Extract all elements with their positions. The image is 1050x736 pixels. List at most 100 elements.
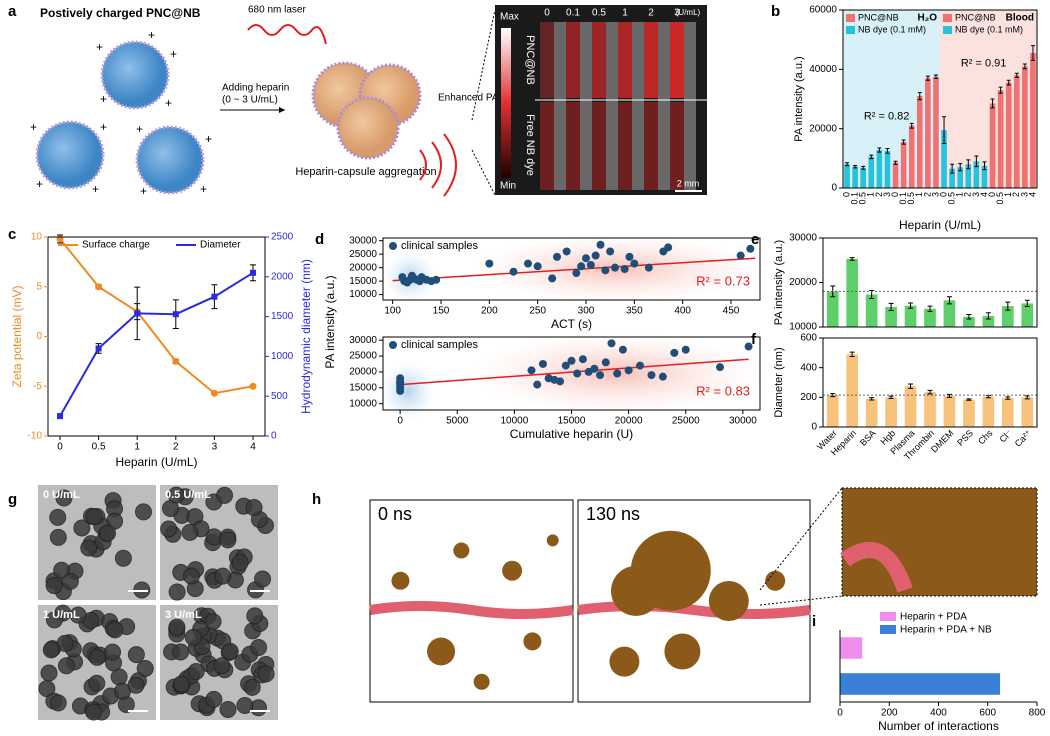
bar bbox=[1013, 75, 1020, 188]
point bbox=[527, 366, 536, 375]
zoom-line bbox=[759, 595, 843, 606]
particle bbox=[257, 665, 275, 683]
x-tick-label: 0.5 bbox=[995, 192, 1005, 205]
x-tick-label: Chs bbox=[976, 428, 995, 447]
error-bar bbox=[849, 351, 855, 358]
legend-swatch bbox=[943, 26, 952, 34]
panel-label: g bbox=[8, 491, 17, 508]
step-range: (0 ~ 3 U/mL) bbox=[222, 95, 278, 106]
particle bbox=[80, 539, 98, 557]
x-tick-label: 0 bbox=[890, 192, 900, 197]
bar bbox=[1022, 66, 1028, 188]
error-bar bbox=[942, 116, 947, 144]
error-bar bbox=[985, 312, 991, 320]
panel-label: f bbox=[751, 331, 757, 348]
x-tick-label: 0.1 bbox=[898, 192, 908, 205]
charges: + + + + + + + + + + + + + bbox=[30, 28, 212, 198]
legend-swatch bbox=[846, 14, 855, 22]
particle bbox=[214, 567, 232, 585]
stripe bbox=[618, 102, 632, 190]
colorbar-min: Min bbox=[500, 181, 516, 192]
gap bbox=[554, 22, 566, 190]
heparin-chain bbox=[369, 601, 574, 619]
heparin-chain bbox=[577, 601, 811, 619]
annotation: R² = 0.73 bbox=[696, 273, 750, 288]
point bbox=[556, 377, 565, 386]
error-bar bbox=[845, 162, 850, 167]
particle bbox=[231, 554, 249, 572]
unit-label: (U/mL) bbox=[676, 8, 701, 17]
y-tick-label: 200 bbox=[800, 392, 817, 403]
gap bbox=[684, 22, 696, 190]
pda-cluster bbox=[765, 570, 786, 591]
bar bbox=[900, 142, 907, 188]
point bbox=[561, 361, 570, 370]
point bbox=[586, 260, 595, 269]
particle bbox=[53, 561, 71, 579]
concentration-label: 0.5 bbox=[592, 8, 606, 19]
error-bar bbox=[966, 314, 972, 320]
legend-label: clinical samples bbox=[401, 240, 479, 252]
x-axis-label: Cumulative heparin (U) bbox=[510, 427, 633, 441]
x-tick-label: 0.5 bbox=[947, 192, 957, 205]
legend-swatch bbox=[943, 14, 952, 22]
point bbox=[577, 262, 586, 271]
particle bbox=[205, 690, 223, 708]
x-tick-label: 300 bbox=[578, 306, 595, 317]
particle bbox=[184, 628, 202, 646]
y-tick-label: 40000 bbox=[809, 64, 837, 75]
y-axis-label: Diameter (nm) bbox=[773, 347, 785, 417]
x-tick-label: 30000 bbox=[729, 416, 757, 427]
point bbox=[572, 269, 581, 278]
line bbox=[59, 271, 254, 417]
x-tick-label: 5000 bbox=[446, 416, 469, 427]
legend-label: NB dye (0.1 mM) bbox=[955, 24, 1023, 34]
x-tick-label: 200 bbox=[881, 708, 898, 719]
particle bbox=[100, 40, 170, 110]
pda-cluster bbox=[664, 633, 701, 670]
legend-label: NB dye (0.1 mM) bbox=[858, 24, 926, 34]
error-bar bbox=[908, 302, 914, 309]
particle bbox=[172, 643, 190, 661]
error-bar bbox=[958, 163, 963, 172]
error-bar bbox=[982, 161, 987, 171]
zoom-line bbox=[471, 149, 496, 196]
y-tick-label: 30000 bbox=[349, 235, 377, 246]
point bbox=[644, 263, 653, 272]
marker bbox=[95, 345, 102, 352]
x-tick-label: 0 bbox=[57, 442, 63, 453]
bar bbox=[949, 168, 955, 188]
schematic-title: Postively charged PNC@NB bbox=[40, 6, 201, 20]
bar bbox=[826, 395, 839, 427]
panel-label: c bbox=[8, 226, 16, 243]
particle bbox=[106, 621, 124, 639]
bar bbox=[965, 164, 972, 188]
error-bar bbox=[1006, 79, 1011, 86]
error-bar bbox=[869, 397, 875, 401]
signal-label: Enhanced PA signal bbox=[438, 93, 527, 104]
point bbox=[432, 275, 441, 284]
particle bbox=[219, 531, 237, 549]
particle bbox=[45, 611, 63, 629]
point bbox=[620, 265, 629, 273]
y-tick-label: 20000 bbox=[349, 262, 377, 273]
bar bbox=[924, 308, 936, 327]
marker bbox=[249, 382, 257, 390]
y-tick-label: 10000 bbox=[349, 398, 377, 409]
point bbox=[613, 369, 622, 378]
particle bbox=[35, 120, 105, 190]
region-label: H₂O bbox=[918, 13, 938, 24]
concentration-label: 0 bbox=[544, 8, 550, 19]
y-tick-label: 25000 bbox=[349, 351, 377, 362]
point bbox=[664, 243, 673, 252]
y-tick-label: 10000 bbox=[349, 289, 377, 300]
y-tick-label: 1500 bbox=[271, 311, 294, 322]
x-tick-label: 2 bbox=[963, 192, 973, 197]
zoom-line bbox=[759, 487, 843, 591]
x-tick-label: Ca²⁺ bbox=[1013, 428, 1034, 449]
error-bar bbox=[974, 155, 979, 168]
point bbox=[647, 371, 656, 380]
concentration-label: 0.1 bbox=[566, 8, 580, 19]
pda-cluster bbox=[708, 581, 749, 621]
particle bbox=[88, 674, 106, 692]
